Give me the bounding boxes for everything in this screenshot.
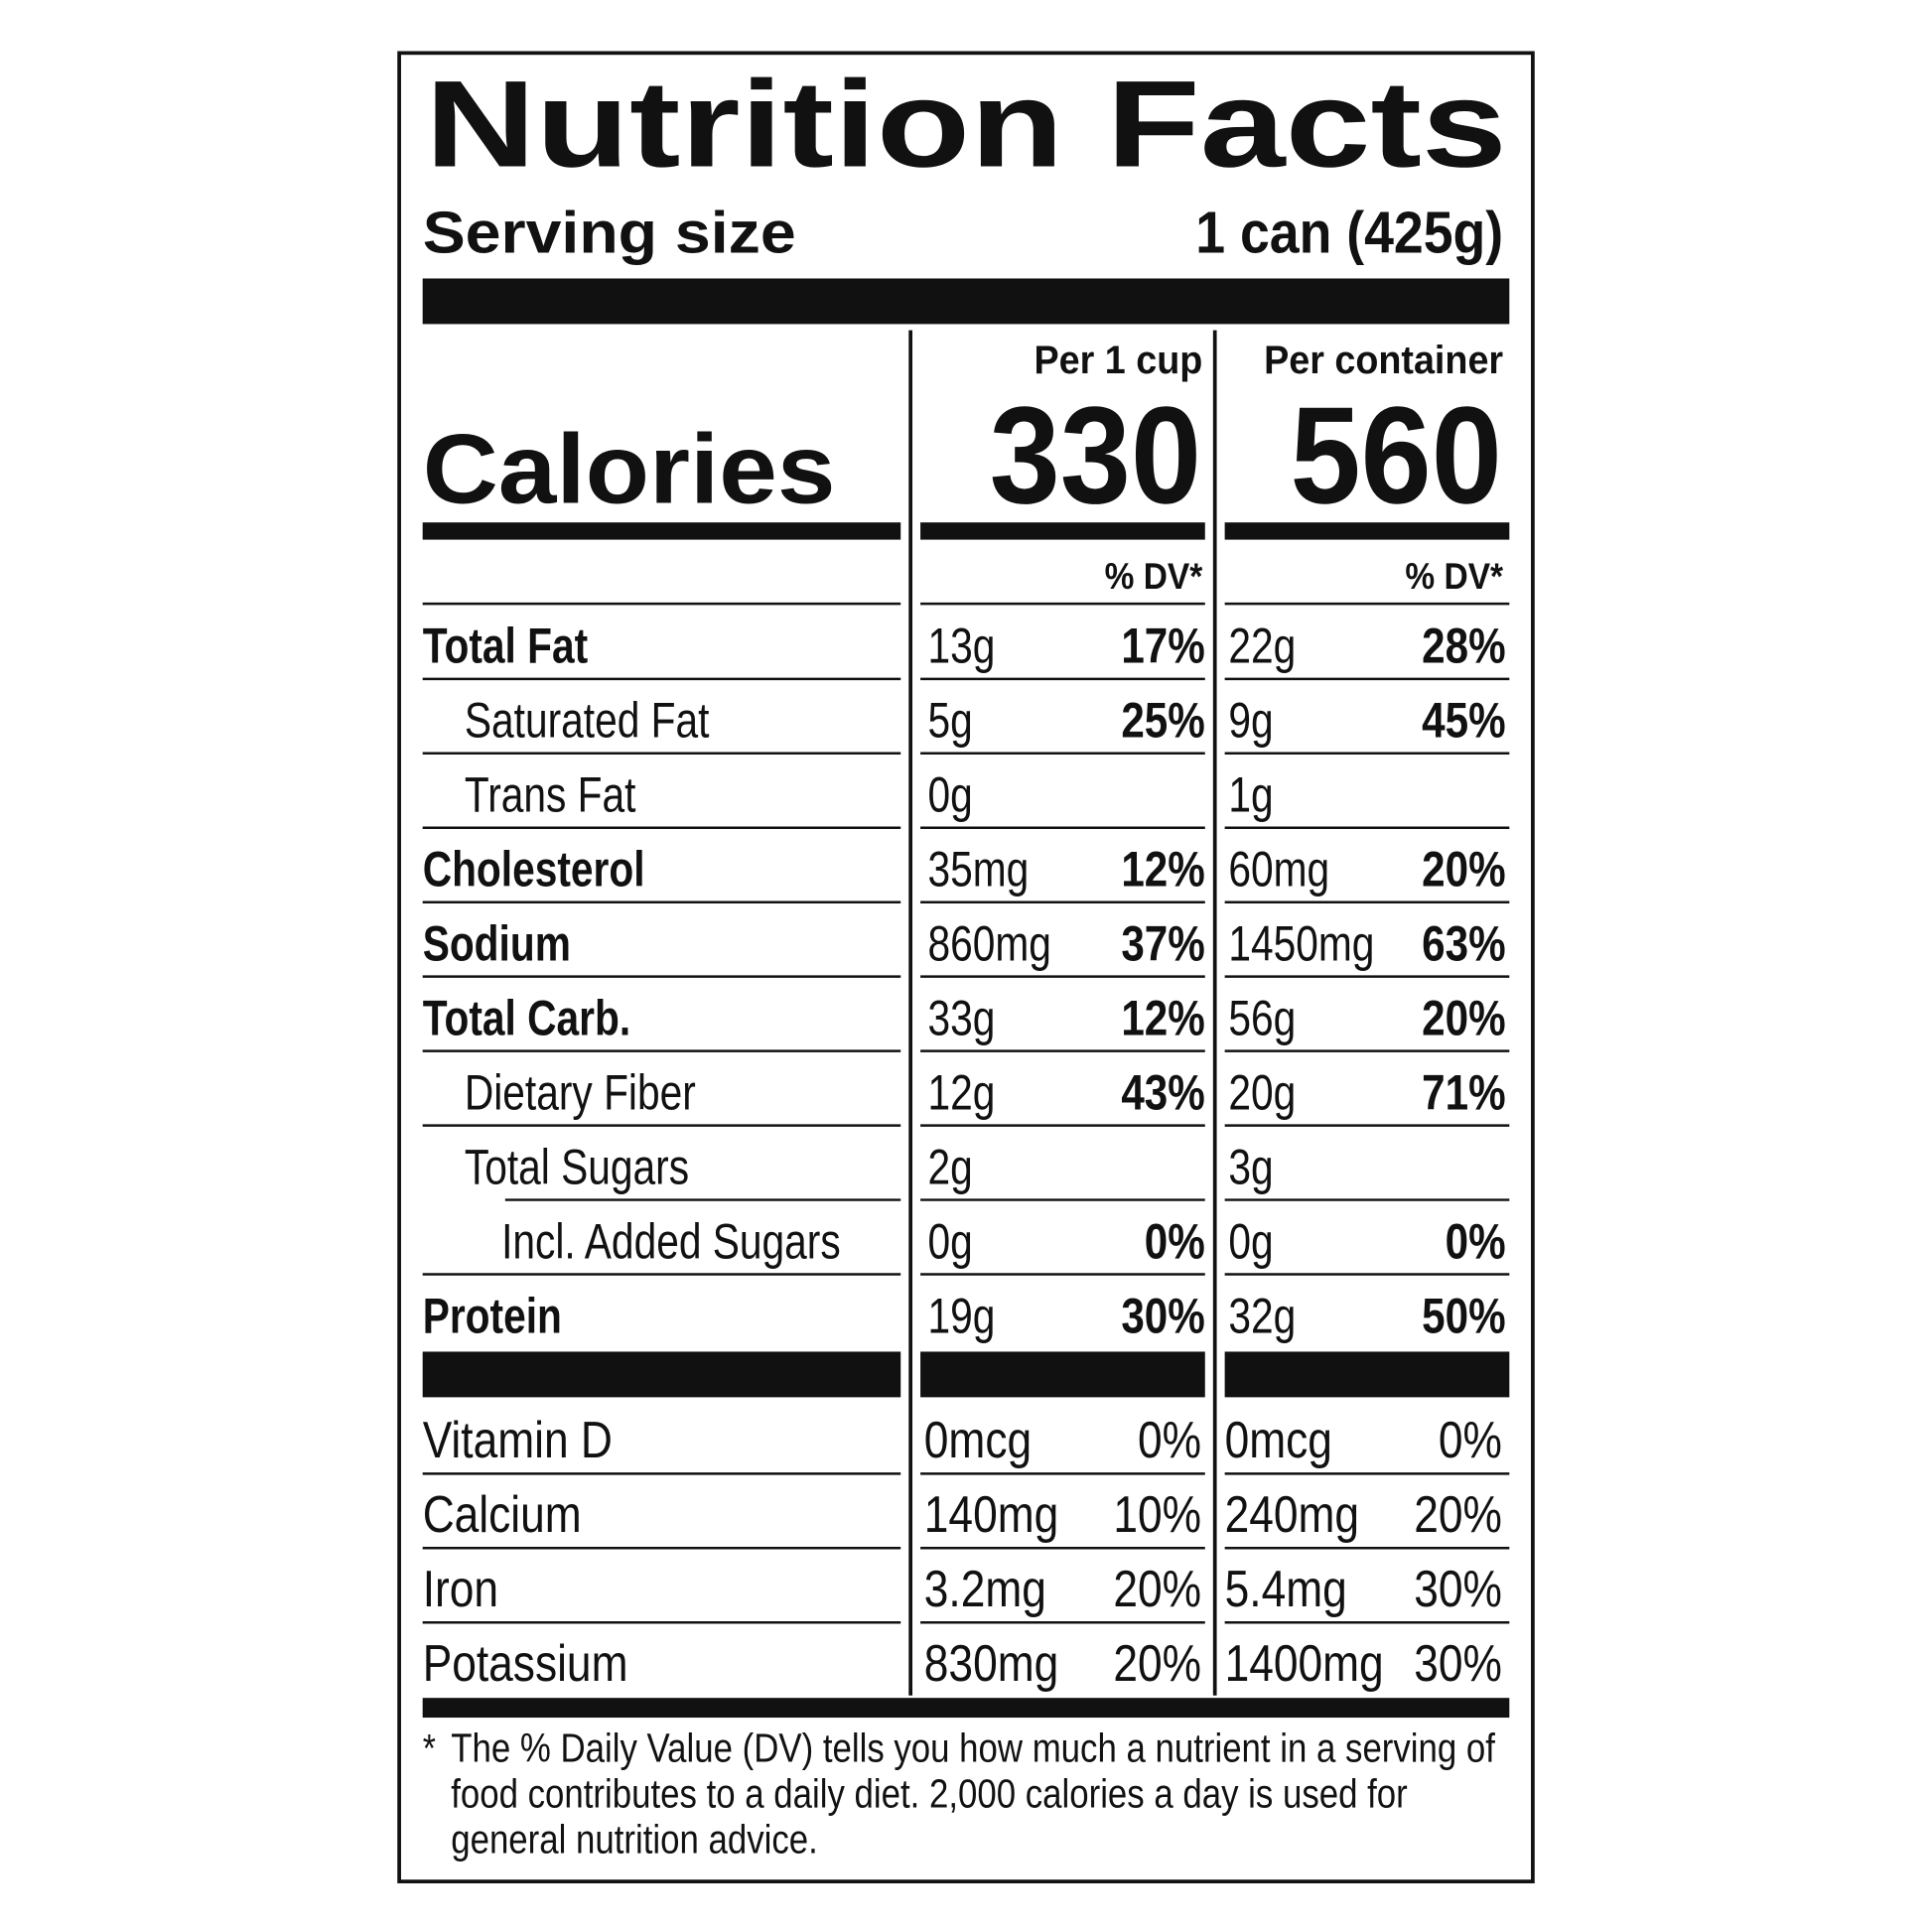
vitamin-name: Iron — [423, 1561, 498, 1618]
column-heading: Per 1 cup — [1034, 339, 1202, 382]
calorie-bar — [422, 522, 901, 540]
nutrient-dv: 28% — [1422, 618, 1505, 673]
dv-heading: % DV* — [1105, 556, 1203, 598]
nutrient-dv: 20% — [1422, 990, 1505, 1045]
thick-bar — [1224, 1351, 1510, 1398]
nutrient-dv: 0% — [1446, 1213, 1506, 1269]
vitamin-amount: 830mg — [924, 1635, 1058, 1693]
nutrient-amount: 60mg — [1228, 842, 1329, 897]
calories-value: 560 — [1291, 378, 1502, 532]
vitamin-amount: 0mcg — [924, 1412, 1032, 1469]
nutrient-amount: 19g — [928, 1289, 996, 1344]
vitamin-dv: 20% — [1113, 1561, 1201, 1618]
nutrient-amount: 0g — [928, 767, 973, 823]
vitamin-dv: 30% — [1414, 1635, 1502, 1693]
vitamin-amount: 0mcg — [1225, 1412, 1332, 1469]
nutrient-amount: 860mg — [928, 916, 1051, 972]
nutrient-name: Dietary Fiber — [465, 1065, 696, 1121]
vitamin-dv: 0% — [1439, 1412, 1502, 1469]
nutrient-amount: 33g — [928, 991, 996, 1046]
nutrient-name: Total Fat — [423, 619, 589, 674]
thick-bar — [422, 278, 1510, 325]
vitamin-dv: 10% — [1113, 1486, 1201, 1544]
calories-label: Calories — [423, 414, 836, 524]
serving-size-label: Serving size — [423, 199, 796, 265]
nutrient-dv: 50% — [1422, 1288, 1505, 1343]
footnote-line: food contributes to a daily diet. 2,000 … — [451, 1772, 1408, 1817]
nutrient-amount: 35mg — [928, 842, 1030, 897]
nutrient-name: Total Carb. — [423, 991, 630, 1046]
nutrient-dv: 25% — [1121, 692, 1204, 748]
vitamin-name: Calcium — [423, 1486, 582, 1544]
nutrient-dv: 17% — [1121, 618, 1204, 673]
vitamin-amount: 5.4mg — [1225, 1561, 1347, 1618]
nutrient-dv: 43% — [1121, 1064, 1204, 1120]
nutrient-dv: 45% — [1422, 692, 1505, 748]
nutrient-amount: 1g — [1228, 767, 1273, 823]
vitamin-name: Potassium — [423, 1635, 628, 1693]
nutrient-name: Saturated Fat — [465, 693, 710, 749]
nutrient-amount: 2g — [928, 1140, 973, 1195]
thick-bar — [920, 1351, 1205, 1398]
thick-bar — [422, 1351, 901, 1398]
nutrient-dv: 12% — [1121, 990, 1204, 1045]
nutrient-dv: 12% — [1121, 841, 1204, 897]
nutrient-dv: 37% — [1121, 915, 1204, 971]
calorie-bar — [920, 522, 1205, 540]
serving-size: 1 can (425g) — [1195, 201, 1503, 266]
calories-value: 330 — [990, 378, 1201, 532]
nutrient-amount: 32g — [1228, 1289, 1296, 1344]
nutrient-amount: 0g — [928, 1214, 973, 1270]
nutrient-name: Incl. Added Sugars — [501, 1214, 841, 1270]
dv-heading: % DV* — [1405, 556, 1503, 598]
vitamin-dv: 20% — [1414, 1486, 1502, 1544]
thick-bar — [422, 1698, 1510, 1719]
nutrient-name: Total Sugars — [465, 1140, 689, 1195]
nutrient-dv: 20% — [1422, 841, 1505, 897]
vitamin-dv: 30% — [1414, 1561, 1502, 1618]
nutrient-dv: 71% — [1422, 1064, 1505, 1120]
nutrient-name: Cholesterol — [423, 842, 645, 897]
nutrient-dv: 63% — [1422, 915, 1505, 971]
nutrient-amount: 20g — [1228, 1065, 1296, 1121]
nutrient-name: Sodium — [423, 916, 571, 972]
nutrient-name: Trans Fat — [465, 767, 636, 823]
nutrient-amount: 0g — [1228, 1214, 1273, 1270]
calorie-bar — [1224, 522, 1510, 540]
nutrient-dv: 0% — [1145, 1213, 1205, 1269]
vitamin-amount: 3.2mg — [924, 1561, 1046, 1618]
nutrient-amount: 3g — [1228, 1140, 1273, 1195]
nutrient-dv: 30% — [1121, 1288, 1204, 1343]
label-border — [397, 51, 1535, 1883]
nutrient-amount: 1450mg — [1228, 916, 1374, 972]
nutrient-amount: 56g — [1228, 991, 1296, 1046]
vitamin-amount: 1400mg — [1225, 1635, 1384, 1693]
vitamin-dv: 20% — [1113, 1635, 1201, 1693]
nutrient-amount: 22g — [1228, 619, 1296, 674]
vitamin-amount: 140mg — [924, 1486, 1058, 1544]
footnote-mark: * — [423, 1726, 436, 1770]
footnote-line: general nutrition advice. — [451, 1818, 818, 1863]
nutrient-amount: 5g — [928, 693, 973, 749]
title: Nutrition Facts — [425, 57, 1507, 194]
footnote-line: The % Daily Value (DV) tells you how muc… — [451, 1726, 1495, 1771]
nutrient-amount: 13g — [928, 619, 996, 674]
vitamin-name: Vitamin D — [423, 1412, 613, 1469]
nutrient-amount: 12g — [928, 1065, 996, 1121]
vitamin-dv: 0% — [1138, 1412, 1201, 1469]
vitamin-amount: 240mg — [1225, 1486, 1359, 1544]
nutrient-amount: 9g — [1228, 693, 1273, 749]
nutrient-name: Protein — [423, 1289, 562, 1344]
column-heading: Per container — [1264, 339, 1503, 382]
